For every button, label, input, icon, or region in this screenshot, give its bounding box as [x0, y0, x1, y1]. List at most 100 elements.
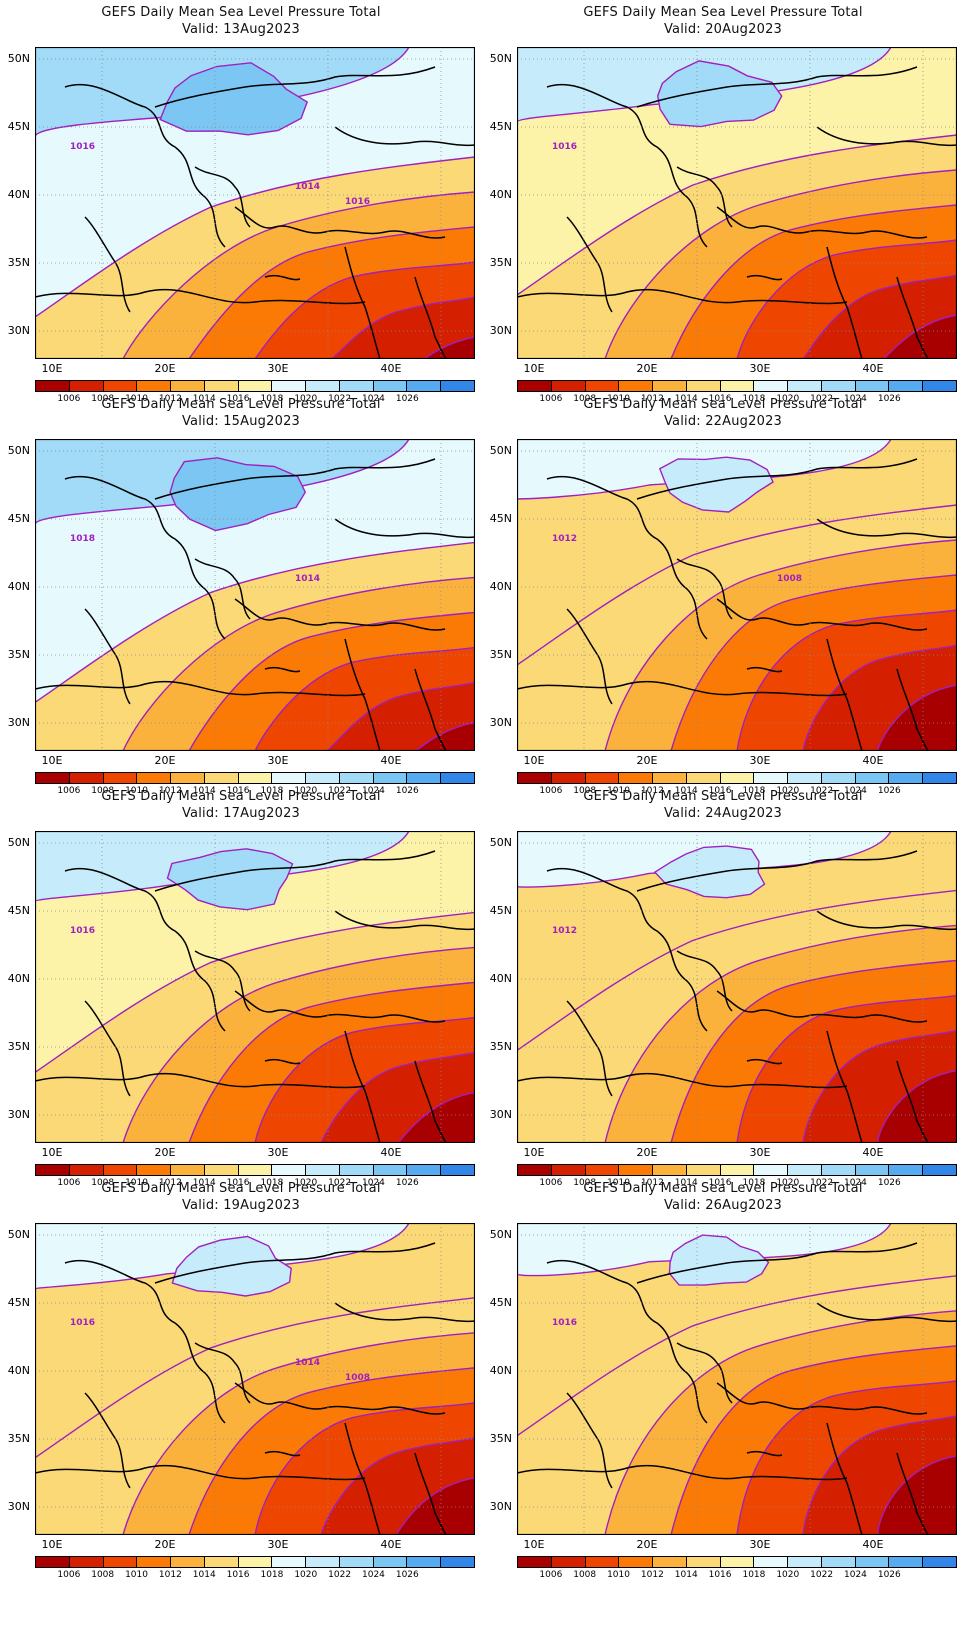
colorbar-swatch — [821, 381, 856, 391]
y-tick-label: 45N — [489, 904, 512, 917]
colorbar-swatch — [339, 773, 374, 783]
coastline — [264, 666, 301, 673]
colorbar-swatch — [306, 1165, 340, 1175]
colorbar-swatch — [306, 773, 340, 783]
colorbar-label: 1022 — [810, 1570, 834, 1580]
colorbar-swatch — [889, 1165, 924, 1175]
colorbar-label: 1018 — [742, 786, 766, 796]
plot-area: 1016 1014 1008 — [35, 1223, 475, 1535]
panel-valid-date: Valid: 15Aug2023 — [181, 414, 301, 429]
x-tick-label: 40E — [862, 1538, 884, 1551]
colorbar-swatch — [923, 773, 956, 783]
coastline — [414, 1060, 448, 1143]
x-tick-label: 30E — [749, 1538, 771, 1551]
colorbar-swatch — [619, 1557, 654, 1567]
map-frame — [517, 831, 957, 1143]
colorbar-label: 1006 — [57, 786, 81, 796]
colorbar-swatch — [855, 1165, 890, 1175]
colorbar-swatch — [720, 773, 755, 783]
pressure-map — [517, 831, 957, 1143]
coastline — [636, 1242, 918, 1284]
map-frame — [35, 831, 475, 1143]
contour-label: 1016 — [345, 197, 371, 207]
colorbar-swatch — [171, 1557, 205, 1567]
colorbar-label: 1014 — [192, 1178, 216, 1188]
coastline — [84, 1000, 131, 1097]
y-tick-label: 50N — [7, 1228, 30, 1241]
colorbar-swatch — [889, 773, 924, 783]
coastline — [234, 206, 446, 239]
colorbar-swatch — [238, 773, 273, 783]
x-tick-label: 10E — [523, 1146, 545, 1159]
colorbar-label: 1006 — [57, 1570, 81, 1580]
colorbar-swatch — [103, 1557, 138, 1567]
coastline — [826, 246, 863, 359]
colorbar-swatch — [518, 773, 552, 783]
y-tick-label: 45N — [7, 1296, 30, 1309]
colorbar-label: 1014 — [192, 786, 216, 796]
y-tick-label: 35N — [489, 1432, 512, 1445]
colorbar-swatch — [69, 773, 104, 783]
colorbar-swatch — [407, 381, 442, 391]
colorbar-swatch — [238, 381, 273, 391]
colorbar-label: 1020 — [294, 1178, 318, 1188]
colorbar-label: 1018 — [260, 1178, 284, 1188]
contour-label: 1016 — [70, 926, 96, 936]
contour-label: 1014 — [295, 182, 321, 192]
x-tick-label: 40E — [380, 1146, 402, 1159]
coastline — [64, 868, 226, 1032]
colorbar-swatch — [407, 1557, 442, 1567]
colorbar-swatch — [137, 1557, 172, 1567]
colorbar-label: 1026 — [395, 1570, 419, 1580]
colorbar-swatch — [720, 1557, 755, 1567]
colorbar-label: 1006 — [57, 394, 81, 404]
coastline — [344, 246, 381, 359]
colorbar-swatch — [137, 1165, 172, 1175]
coastline — [546, 868, 708, 1032]
colorbar-swatch — [923, 381, 956, 391]
panel-title: GEFS Daily Mean Sea Level Pressure Total — [583, 1181, 863, 1196]
plot-area: 1016 — [517, 1223, 957, 1535]
map-frame — [517, 47, 957, 359]
colorbar-swatch — [720, 381, 755, 391]
contour-label: 1012 — [552, 534, 578, 544]
y-tick-label: 40N — [7, 1364, 30, 1377]
plot-area: 1012 1008 — [517, 439, 957, 751]
colorbar-label: 1010 — [125, 1570, 148, 1580]
contour-label: 1016 — [70, 1318, 96, 1328]
colorbar-label: 1016 — [226, 394, 250, 404]
colorbar-swatch — [518, 381, 552, 391]
colorbar-swatch — [36, 1165, 70, 1175]
x-tick-label: 30E — [749, 362, 771, 375]
high-pressure-core — [653, 845, 766, 899]
x-tick-label: 20E — [154, 754, 176, 767]
colorbar-label: 1012 — [158, 786, 182, 796]
panel-title: GEFS Daily Mean Sea Level Pressure Total — [101, 5, 381, 20]
colorbar-swatch — [441, 381, 474, 391]
coastline — [746, 274, 783, 281]
colorbar-label: 1022 — [810, 1178, 834, 1188]
contour-label: 1008 — [345, 1373, 371, 1383]
coastline — [517, 680, 848, 697]
colorbar-swatch — [518, 1165, 552, 1175]
colorbar-label: 1018 — [260, 1570, 284, 1580]
colorbar-swatch — [923, 1165, 956, 1175]
x-tick-label: 40E — [380, 754, 402, 767]
pressure-map — [517, 47, 957, 359]
y-tick-label: 35N — [489, 256, 512, 269]
x-tick-label: 10E — [41, 362, 63, 375]
y-tick-label: 50N — [489, 1228, 512, 1241]
colorbar-swatch — [551, 1557, 586, 1567]
colorbar-swatch — [36, 1557, 70, 1567]
y-tick-label: 35N — [489, 648, 512, 661]
coastline — [896, 668, 930, 751]
y-tick-label: 30N — [7, 324, 30, 337]
contour-label: 1016 — [70, 142, 96, 152]
colorbar-swatch — [204, 1557, 239, 1567]
colorbar-swatch — [204, 773, 239, 783]
plot-area: 1016 — [517, 47, 957, 359]
pressure-map — [517, 1223, 957, 1535]
map-panel: GEFS Daily Mean Sea Level Pressure Total… — [0, 784, 482, 1194]
coastline — [676, 950, 733, 1012]
colorbar-label: 1010 — [607, 786, 630, 796]
